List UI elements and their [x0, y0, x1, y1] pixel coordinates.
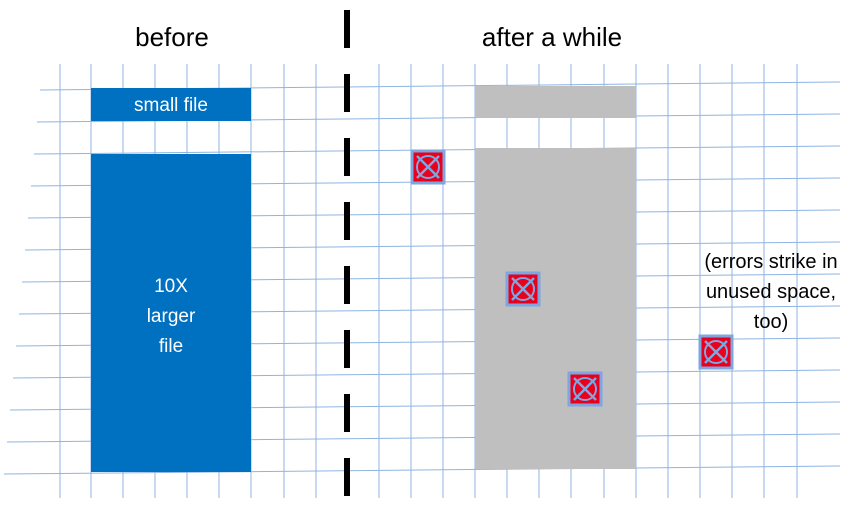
before-heading: before [135, 22, 209, 52]
faded-small-file-block [475, 86, 636, 118]
large-file-label-line3: file [159, 336, 183, 357]
large-file-label-line1: 10X [154, 276, 188, 297]
x-in-box-icon [698, 334, 734, 370]
note-line1: (errors strike in [704, 251, 837, 273]
grid-line [3, 465, 841, 475]
note-line2: unused space, [706, 281, 836, 303]
faded-large-file-block [475, 148, 636, 469]
x-in-box-icon [567, 371, 603, 407]
small-file-block [91, 88, 251, 121]
note-line3: too) [754, 311, 788, 333]
x-in-box-icon [410, 149, 446, 185]
after-heading: after a while [482, 22, 622, 52]
large-file-block [91, 154, 251, 472]
error-markers [410, 149, 734, 407]
small-file-label: small file [134, 95, 208, 116]
x-in-box-icon [505, 271, 541, 307]
large-file-label-line2: larger [147, 306, 196, 327]
